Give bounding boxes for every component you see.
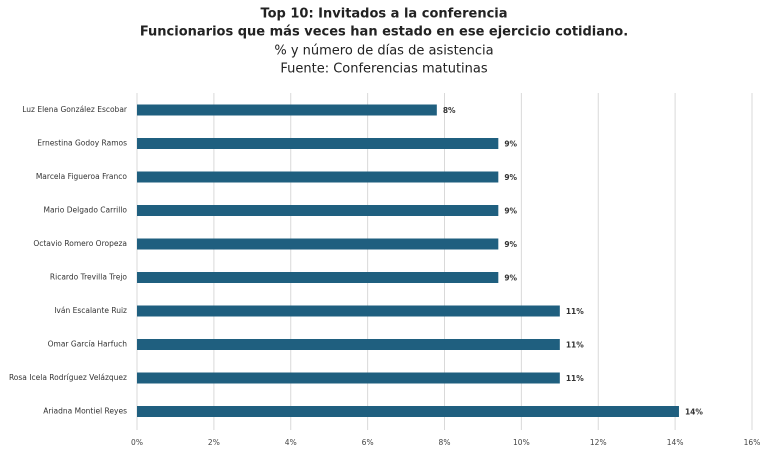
x-tick-label: 16% [744, 438, 761, 447]
bar [137, 372, 560, 384]
y-tick-label: Octavio Romero Oropeza [33, 239, 127, 248]
y-tick-label: Luz Elena González Escobar [22, 105, 128, 114]
bar [137, 138, 499, 149]
y-tick-label: Omar García Harfuch [48, 340, 128, 349]
bar [137, 104, 437, 116]
value-label: 14% [685, 408, 703, 417]
x-tick-label: 2% [208, 438, 220, 447]
value-label: 11% [566, 307, 584, 316]
value-label: 9% [504, 207, 517, 216]
x-tick-label: 12% [590, 438, 607, 447]
chart-title: Top 10: Invitados a la conferencia [260, 7, 507, 22]
bar [137, 205, 499, 216]
value-label: 11% [566, 341, 584, 350]
x-tick-label: 0% [131, 438, 143, 447]
bar [137, 406, 679, 417]
x-tick-label: 10% [513, 438, 530, 447]
bar [137, 238, 499, 250]
y-tick-label: Ricardo Trevilla Trejo [50, 273, 127, 282]
x-tick-label: 6% [362, 438, 374, 447]
y-tick-label: Iván Escalante Ruiz [54, 306, 127, 315]
x-tick-label: 14% [667, 438, 684, 447]
x-tick-label: 8% [439, 438, 451, 447]
value-label: 9% [504, 240, 517, 249]
bar [137, 171, 499, 183]
chart-note: % y número de días de asistencia [274, 44, 493, 59]
y-tick-label: Ariadna Montiel Reyes [43, 407, 127, 416]
value-label: 11% [566, 374, 584, 383]
value-label: 8% [443, 106, 456, 115]
y-tick-label: Mario Delgado Carrillo [44, 206, 128, 215]
y-tick-label: Ernestina Godoy Ramos [37, 139, 127, 148]
y-tick-label: Marcela Figueroa Franco [36, 172, 128, 181]
chart-source: Fuente: Conferencias matutinas [280, 62, 488, 77]
x-tick-label: 4% [285, 438, 297, 447]
chart-subtitle: Funcionarios que más veces han estado en… [140, 25, 628, 40]
bar [137, 339, 560, 350]
y-tick-label: Rosa Icela Rodríguez Velázquez [9, 373, 127, 382]
value-label: 9% [504, 140, 517, 149]
bar [137, 272, 499, 283]
bar [137, 305, 560, 317]
value-label: 9% [504, 173, 517, 182]
value-label: 9% [504, 274, 517, 283]
